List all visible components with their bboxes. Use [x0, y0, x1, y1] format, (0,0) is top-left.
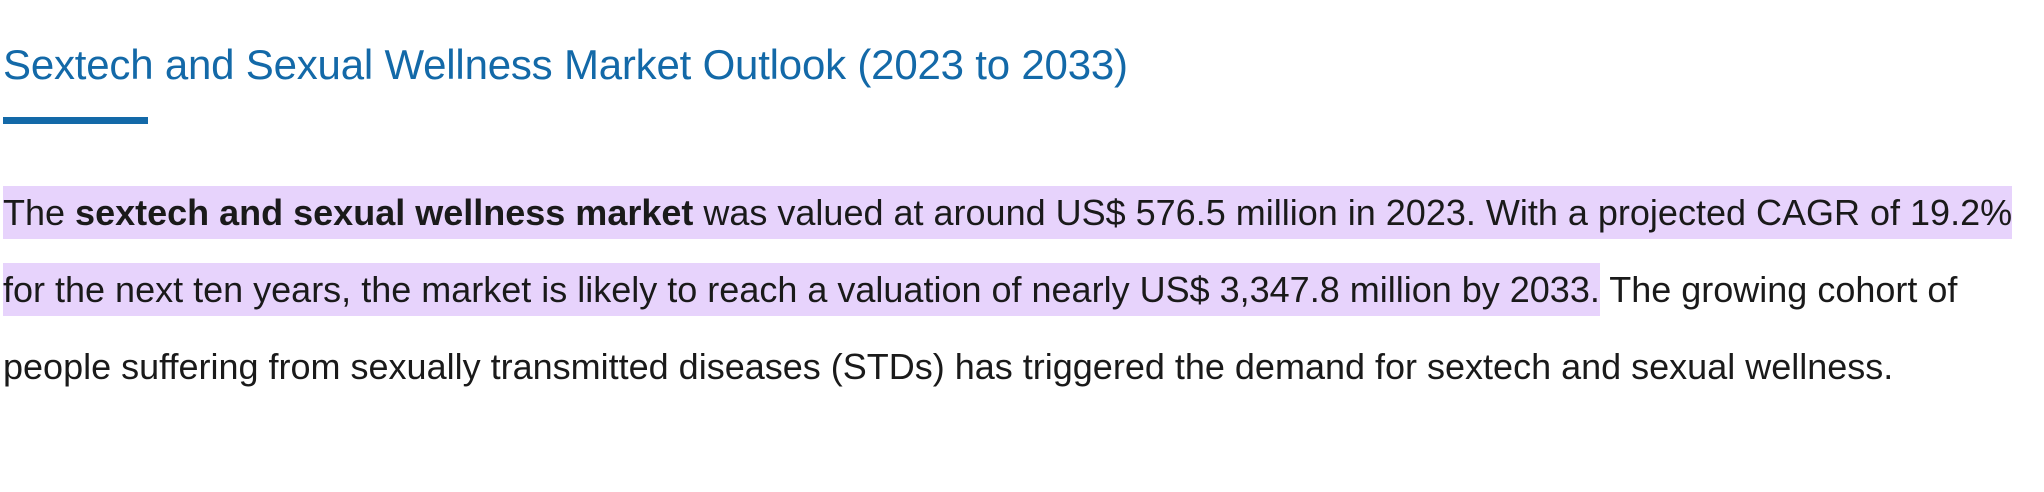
highlighted-market-stats: was valued at around US$ 576.5 million i…	[3, 192, 2013, 310]
market-summary-paragraph: The sextech and sexual wellness market w…	[3, 174, 2033, 405]
bold-market-term: sextech and sexual wellness market	[75, 192, 694, 233]
paragraph-lead: The	[3, 192, 76, 233]
page-title: Sextech and Sexual Wellness Market Outlo…	[3, 41, 1128, 88]
heading-underline-divider	[3, 117, 148, 124]
paragraph-plain-text: The growing cohort of people suffering f…	[3, 269, 1958, 387]
